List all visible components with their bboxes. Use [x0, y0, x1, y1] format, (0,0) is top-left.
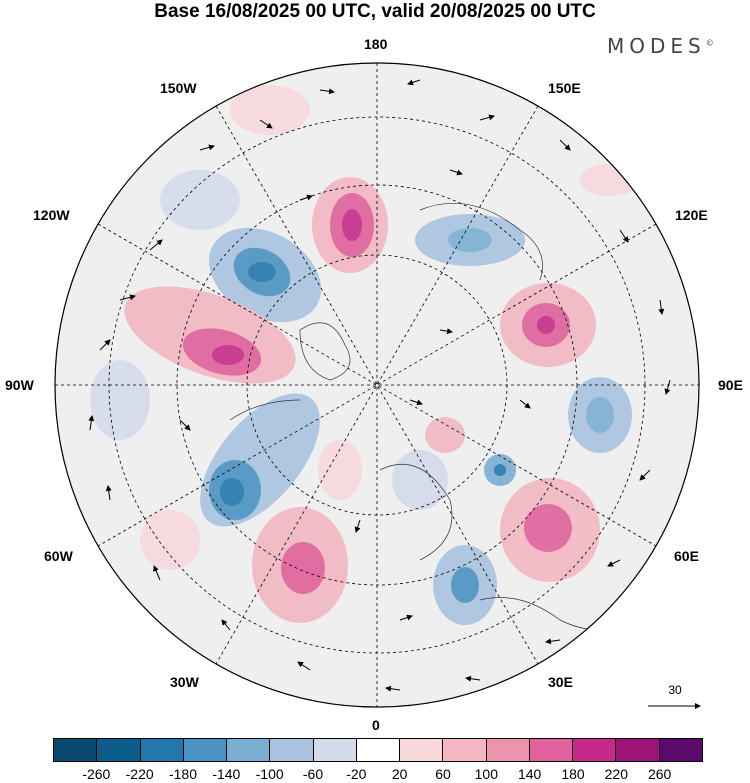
lon-label-0: 0: [372, 717, 380, 733]
colorbar-tick-label: 60: [435, 766, 451, 782]
lon-label-60e: 60E: [674, 548, 699, 564]
colorbar-segment: [97, 739, 141, 761]
lon-label-60w: 60W: [44, 548, 73, 564]
colorbar-tick-label: -60: [302, 766, 324, 782]
colorbar-tick-label: 140: [517, 766, 542, 782]
colorbar-segment: [54, 739, 98, 761]
colorbar-segment: [183, 739, 228, 761]
lon-label-30w: 30W: [170, 674, 199, 690]
colorbar-tick-label: 180: [561, 766, 585, 782]
colorbar-segment: [486, 739, 530, 761]
colorbar-segment: [313, 739, 357, 761]
colorbar-segment: [573, 739, 617, 761]
chart-title: Base 16/08/2025 00 UTC, valid 20/08/2025…: [154, 1, 596, 22]
map-boundary: [54, 62, 700, 708]
colorbar-segment: [529, 739, 574, 761]
colorbar-segment: [140, 739, 184, 761]
colorbar-tick-label: 20: [391, 766, 408, 782]
vector-reference-label: 30: [668, 683, 682, 697]
lon-label-120e: 120E: [675, 207, 708, 223]
colorbar: [53, 738, 703, 762]
lon-label-90e: 90E: [718, 377, 743, 393]
lon-label-90w: 90W: [5, 377, 34, 393]
lon-label-150e: 150E: [548, 80, 581, 96]
colorbar-tick-label: -260: [82, 766, 111, 782]
colorbar-segment: [356, 739, 401, 761]
colorbar-segment: [400, 739, 444, 761]
lon-label-120w: 120W: [33, 207, 70, 223]
colorbar-segment: [659, 739, 702, 761]
colorbar-segment: [270, 739, 314, 761]
brand-mark: ©: [705, 38, 714, 48]
colorbar-segment: [227, 739, 271, 761]
lon-label-150w: 150W: [160, 80, 197, 96]
colorbar-tick-label: -100: [255, 766, 284, 782]
colorbar-tick-label: -20: [346, 766, 367, 782]
lon-label-30e: 30E: [548, 674, 573, 690]
colorbar-segment: [443, 739, 487, 761]
colorbar-tick-label: -220: [125, 766, 154, 782]
colorbar-tick-label: -140: [212, 766, 241, 782]
colorbar-tick-label: 100: [474, 766, 499, 782]
colorbar-tick-label: -180: [168, 766, 198, 782]
colorbar-tick-label: 220: [604, 766, 629, 782]
lon-label-180: 180: [364, 36, 388, 52]
modes-logo: MODES©: [607, 34, 714, 58]
brand-name: MODES: [607, 34, 706, 58]
colorbar-segment: [616, 739, 660, 761]
colorbar-tick-label: 260: [647, 766, 672, 782]
